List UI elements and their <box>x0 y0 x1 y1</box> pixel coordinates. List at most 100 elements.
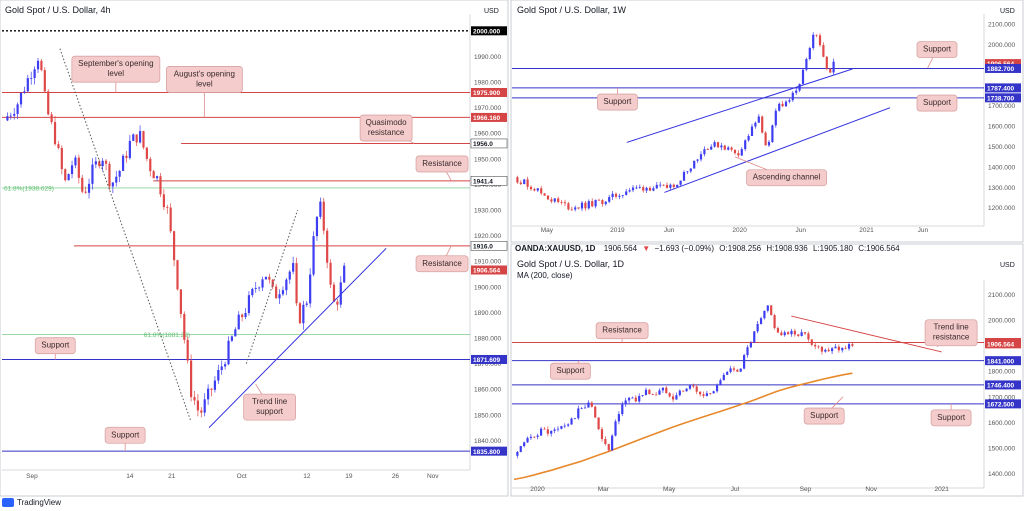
price-tag-label: 1966.160 <box>473 115 500 122</box>
y-tick-label: 1920.000 <box>474 233 501 240</box>
candle-body <box>759 318 763 324</box>
price-tag <box>470 176 508 186</box>
candle-body <box>26 78 29 92</box>
candle-body <box>830 348 834 352</box>
candle-body <box>142 131 145 148</box>
candle-body <box>812 34 815 48</box>
candle-body <box>553 198 556 202</box>
candle-body <box>631 187 635 191</box>
candle-body <box>227 340 230 365</box>
open-label: O: <box>719 244 727 253</box>
candle-body <box>801 69 805 84</box>
panel-bottom-right-frame <box>510 243 1024 497</box>
y-tick-label: 1300.000 <box>988 185 1015 192</box>
candle-body <box>70 165 74 175</box>
trend-line <box>208 248 387 428</box>
candle-body <box>237 314 240 330</box>
candle-body <box>295 263 298 304</box>
candle-body <box>747 135 750 141</box>
candle-body <box>776 328 780 333</box>
candle-body <box>791 92 794 101</box>
candle-body <box>268 276 271 280</box>
candle-body <box>567 424 570 426</box>
candle-body <box>594 199 597 207</box>
candle-body <box>580 202 584 209</box>
price-tag-label: 2000.000 <box>473 28 500 35</box>
candle-body <box>563 425 566 427</box>
candle-body <box>278 294 281 299</box>
candle-body <box>186 339 189 361</box>
candle-body <box>709 393 712 395</box>
candle-body <box>77 157 80 178</box>
y-tick-label: 1910.000 <box>474 259 501 266</box>
y-tick-label: 1800.000 <box>988 369 1015 376</box>
candle-body <box>57 144 60 148</box>
candle-body <box>607 443 610 451</box>
candle-body <box>560 426 563 429</box>
candle-body <box>87 183 91 193</box>
candle-body <box>763 310 766 319</box>
candle-body <box>824 349 827 352</box>
candle-body <box>600 429 604 440</box>
candle-body <box>805 58 808 70</box>
candle-body <box>540 188 543 194</box>
note-box <box>924 319 978 347</box>
candle-body <box>651 394 654 395</box>
candle-body <box>662 184 665 186</box>
candle-body <box>818 35 822 46</box>
note-box <box>930 409 972 427</box>
candle-body <box>50 114 53 123</box>
candle-body <box>155 176 159 179</box>
note-label: Resistance <box>422 259 462 268</box>
x-tick-label: 12 <box>303 473 311 480</box>
y-tick-label: 1980.000 <box>474 80 501 87</box>
price-tag <box>471 446 507 456</box>
chart-title: Gold Spot / U.S. Dollar, 1D <box>517 259 625 269</box>
candle-body <box>601 200 604 205</box>
price-tag <box>471 112 507 122</box>
candle-body <box>91 164 94 184</box>
candle-body <box>617 414 621 422</box>
candle-body <box>675 395 678 400</box>
candle-body <box>43 70 46 92</box>
note-box <box>415 155 469 173</box>
x-tick-label: 21 <box>168 473 176 480</box>
candle-body <box>669 184 672 188</box>
note-label: level <box>196 79 213 88</box>
trend-line <box>626 68 853 143</box>
candle-body <box>672 184 675 188</box>
tradingview-brand[interactable]: TradingView <box>2 495 61 509</box>
candle-body <box>516 177 519 183</box>
chart-1d[interactable]: OANDA:XAUUSD, 1D 1906.564 ▼ −1.693 (−0.0… <box>512 244 1021 493</box>
candle-body <box>716 142 720 148</box>
candle-body <box>767 141 771 146</box>
chart-1w[interactable]: Gold Spot / U.S. Dollar, 1W USD 1200.000… <box>512 5 1021 234</box>
x-tick-label: May <box>663 486 676 493</box>
candle-body <box>64 169 67 181</box>
chart-4h[interactable]: Gold Spot / U.S. Dollar, 4h USD 1840.000… <box>2 5 508 480</box>
candle-body <box>749 342 752 348</box>
candle-body <box>53 122 57 145</box>
candle-body <box>621 194 624 196</box>
candle-body <box>145 147 148 159</box>
chart-title: Gold Spot / U.S. Dollar, 4h <box>5 5 111 15</box>
candle-body <box>98 161 101 167</box>
candle-body <box>590 402 593 407</box>
candle-body <box>625 191 628 195</box>
price-tag <box>471 26 507 36</box>
candle-body <box>288 271 291 280</box>
candle-body <box>604 201 607 205</box>
candle-body <box>189 360 193 398</box>
candle-body <box>597 417 600 430</box>
chart-title: Gold Spot / U.S. Dollar, 1W <box>517 5 627 15</box>
note-box <box>597 93 638 111</box>
candle-body <box>210 388 213 390</box>
candle-body <box>526 179 529 187</box>
candle-body <box>847 344 851 349</box>
candle-body <box>682 172 686 181</box>
candle-body <box>825 56 828 69</box>
candle-body <box>152 171 155 179</box>
candle-body <box>207 388 210 400</box>
candle-body <box>169 207 172 232</box>
candle-body <box>665 184 669 188</box>
